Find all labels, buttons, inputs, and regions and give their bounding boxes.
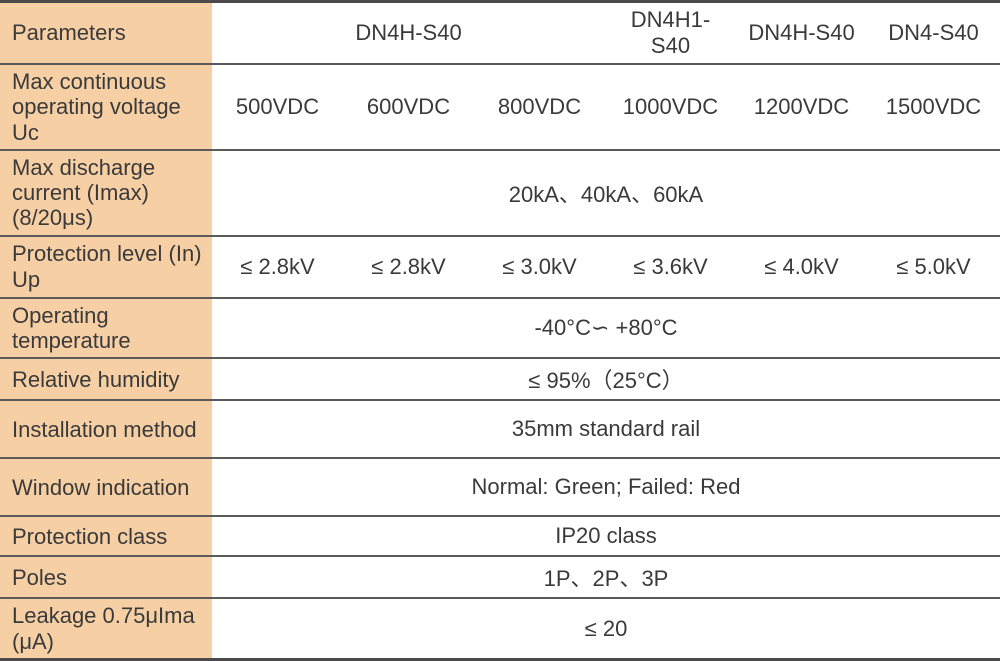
- header-row: Parameters DN4H-S40 DN4H1-S40 DN4H-S40 D…: [0, 2, 1000, 65]
- row-install: Installation method 35mm standard rail: [0, 400, 1000, 458]
- param-humidity: Relative humidity: [0, 358, 212, 400]
- up-0: ≤ 2.8kV: [212, 236, 343, 298]
- param-install: Installation method: [0, 400, 212, 458]
- uc-1: 600VDC: [343, 64, 474, 150]
- header-model-2: [474, 2, 605, 65]
- row-temp: Operating temperature -40°C∽ +80°C: [0, 298, 1000, 359]
- row-poles: Poles 1P、2P、3P: [0, 556, 1000, 598]
- param-temp: Operating temperature: [0, 298, 212, 359]
- protclass-value: IP20 class: [212, 516, 1000, 556]
- row-protclass: Protection class IP20 class: [0, 516, 1000, 556]
- install-value: 35mm standard rail: [212, 400, 1000, 458]
- spec-table: Parameters DN4H-S40 DN4H1-S40 DN4H-S40 D…: [0, 0, 1000, 661]
- header-model-3: DN4H1-S40: [605, 2, 736, 65]
- uc-0: 500VDC: [212, 64, 343, 150]
- poles-value: 1P、2P、3P: [212, 556, 1000, 598]
- param-poles: Poles: [0, 556, 212, 598]
- row-humidity: Relative humidity ≤ 95%（25°C）: [0, 358, 1000, 400]
- temp-value: -40°C∽ +80°C: [212, 298, 1000, 359]
- up-4: ≤ 4.0kV: [736, 236, 867, 298]
- up-1: ≤ 2.8kV: [343, 236, 474, 298]
- row-uc: Max continuous operating voltage Uc 500V…: [0, 64, 1000, 150]
- uc-3: 1000VDC: [605, 64, 736, 150]
- row-up: Protection level (In) Up ≤ 2.8kV ≤ 2.8kV…: [0, 236, 1000, 298]
- header-model-1: DN4H-S40: [343, 2, 474, 65]
- param-leakage: Leakage 0.75μIma (μA): [0, 598, 212, 659]
- imax-value: 20kA、40kA、60kA: [212, 150, 1000, 236]
- param-protclass: Protection class: [0, 516, 212, 556]
- row-window: Window indication Normal: Green; Failed:…: [0, 458, 1000, 516]
- up-2: ≤ 3.0kV: [474, 236, 605, 298]
- leakage-value: ≤ 20: [212, 598, 1000, 659]
- param-window: Window indication: [0, 458, 212, 516]
- uc-4: 1200VDC: [736, 64, 867, 150]
- header-model-0: [212, 2, 343, 65]
- param-imax: Max discharge current (Imax) (8/20μs): [0, 150, 212, 236]
- param-up: Protection level (In) Up: [0, 236, 212, 298]
- up-5: ≤ 5.0kV: [867, 236, 1000, 298]
- up-3: ≤ 3.6kV: [605, 236, 736, 298]
- header-model-5: DN4-S40: [867, 2, 1000, 65]
- header-param: Parameters: [0, 2, 212, 65]
- spec-table-container: Parameters DN4H-S40 DN4H1-S40 DN4H-S40 D…: [0, 0, 1000, 641]
- param-uc: Max continuous operating voltage Uc: [0, 64, 212, 150]
- humidity-value: ≤ 95%（25°C）: [212, 358, 1000, 400]
- uc-2: 800VDC: [474, 64, 605, 150]
- window-value: Normal: Green; Failed: Red: [212, 458, 1000, 516]
- uc-5: 1500VDC: [867, 64, 1000, 150]
- row-leakage: Leakage 0.75μIma (μA) ≤ 20: [0, 598, 1000, 659]
- header-model-4: DN4H-S40: [736, 2, 867, 65]
- row-imax: Max discharge current (Imax) (8/20μs) 20…: [0, 150, 1000, 236]
